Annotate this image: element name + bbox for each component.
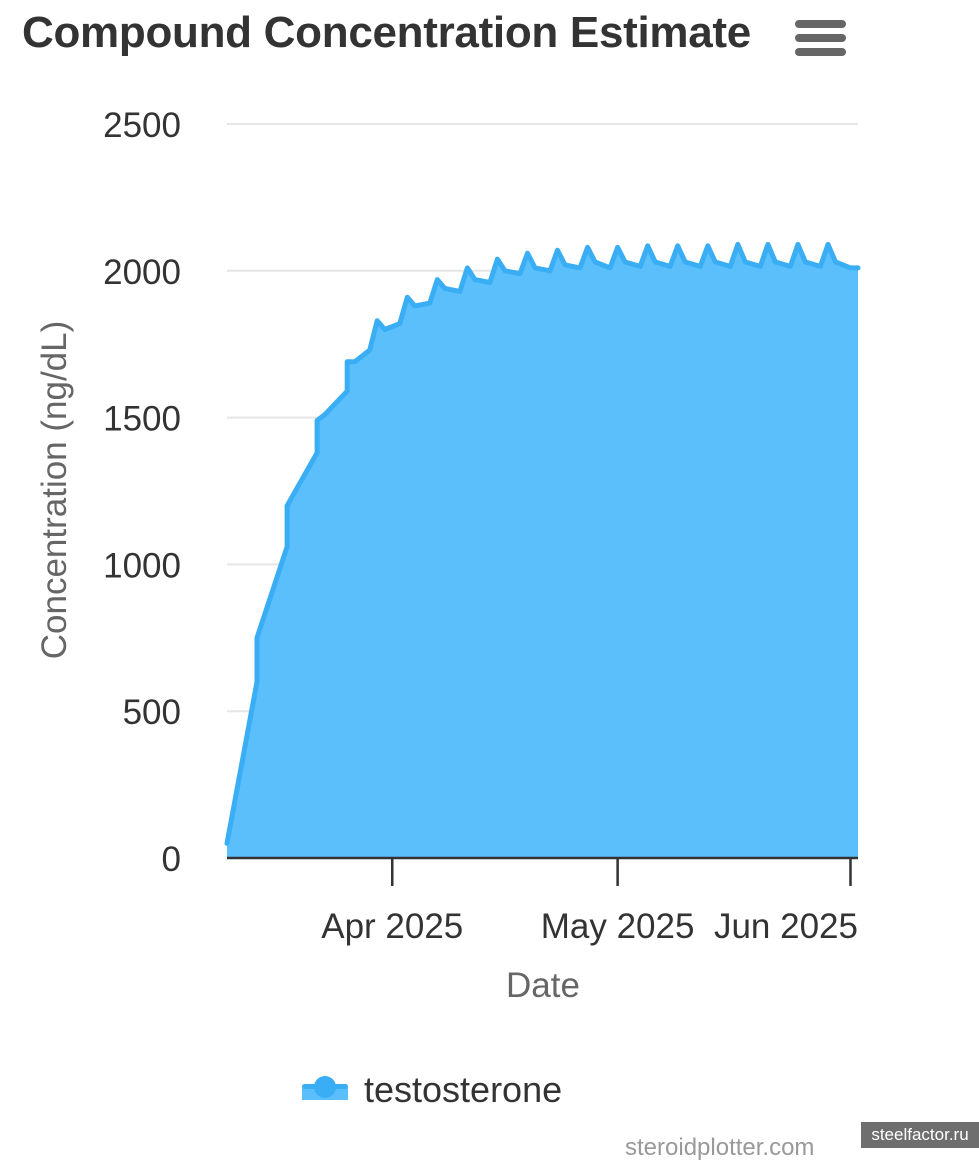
series-testosterone[interactable] xyxy=(224,241,861,858)
x-tick-label-1: May 2025 xyxy=(541,907,695,946)
series-area-testosterone xyxy=(227,244,858,858)
x-tick-label-2: Jun 2025 xyxy=(714,907,858,946)
credits-link[interactable]: steroidplotter.com xyxy=(625,1134,815,1161)
menu-bar-bottom xyxy=(795,48,846,56)
watermark: steelfactor.ru xyxy=(861,1122,979,1148)
x-axis-tick-labels: Apr 2025 May 2025 Jun 2025 xyxy=(321,907,858,946)
x-tick-label-0: Apr 2025 xyxy=(321,907,463,946)
menu-bar-middle xyxy=(795,34,846,42)
y-tick-label-500: 500 xyxy=(123,693,181,732)
y-axis-title: Concentration (ng/dL) xyxy=(35,321,74,660)
x-axis-title: Date xyxy=(506,966,580,1005)
x-axis xyxy=(227,856,858,886)
menu-bar-top xyxy=(795,20,846,28)
y-tick-label-2000: 2000 xyxy=(103,253,181,292)
legend-item-testosterone[interactable]: testosterone xyxy=(300,1068,562,1112)
y-tick-label-0: 0 xyxy=(162,840,181,879)
series-line-testosterone xyxy=(224,241,861,846)
y-axis-tick-labels: 0 500 1000 1500 2000 2500 xyxy=(103,106,181,879)
legend-label: testosterone xyxy=(364,1069,563,1110)
hamburger-menu-icon[interactable] xyxy=(790,14,850,62)
y-tick-label-2500: 2500 xyxy=(103,106,181,145)
legend-symbol xyxy=(300,1068,350,1112)
legend-marker xyxy=(314,1076,336,1098)
y-tick-label-1500: 1500 xyxy=(103,400,181,439)
y-tick-label-1000: 1000 xyxy=(103,546,181,585)
chart-title: Compound Concentration Estimate xyxy=(22,8,751,57)
